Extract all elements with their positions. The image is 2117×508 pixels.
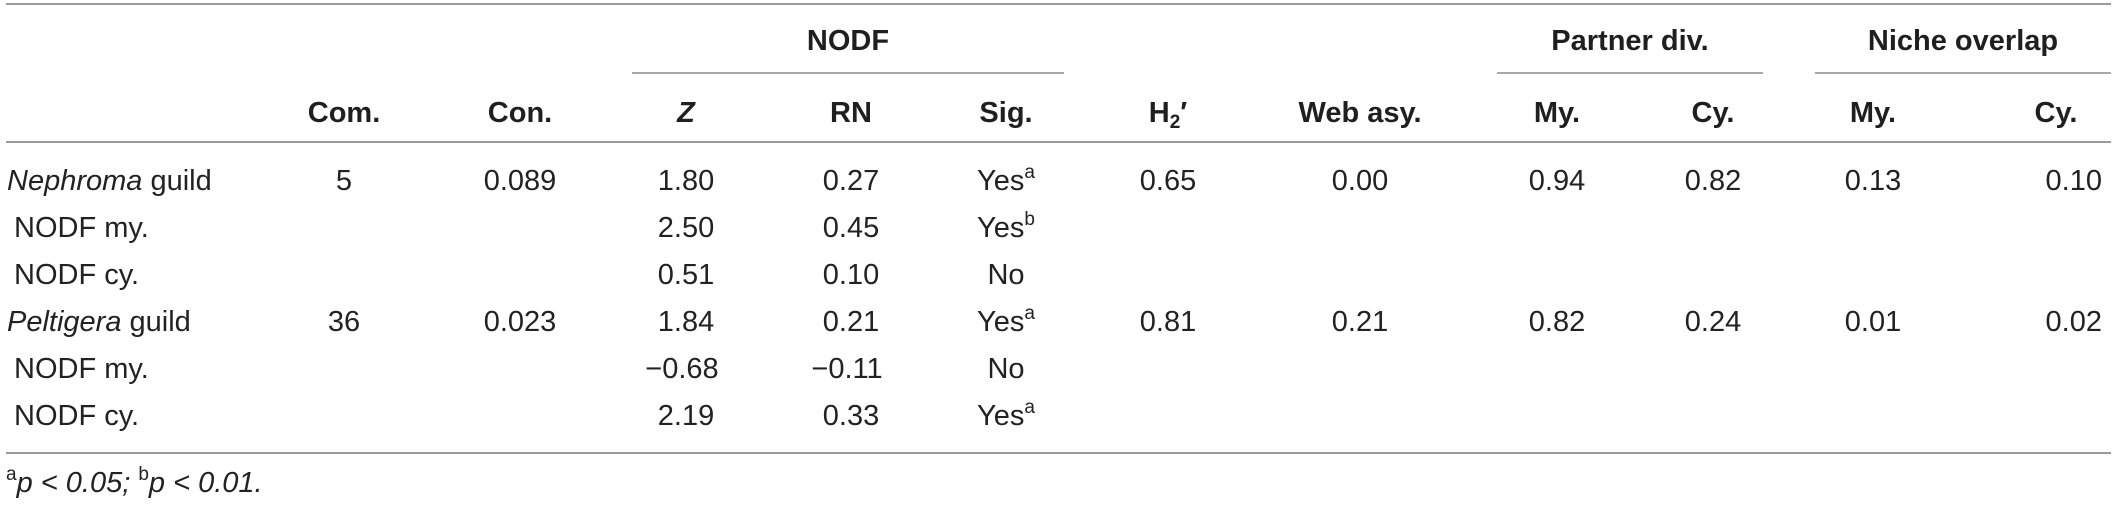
cell-rn: −0.11 <box>811 353 883 385</box>
row-label: Nephroma guild <box>7 165 212 197</box>
col-header-con: Con. <box>487 97 553 129</box>
cell-com: 5 <box>335 165 353 197</box>
table-footnote: ap < 0.05; bp < 0.01. <box>6 464 263 499</box>
cell-rn: 0.33 <box>822 400 880 432</box>
cell-partner-cy: 0.82 <box>1684 165 1742 197</box>
group-header-partner-div: Partner div. <box>1551 25 1709 57</box>
cell-partner-cy: 0.24 <box>1684 306 1742 338</box>
cell-con: 0.089 <box>483 165 557 197</box>
cell-sig: Yesb <box>977 209 1035 244</box>
cell-z: 1.84 <box>657 306 715 338</box>
nodf-group-rule <box>632 72 1064 74</box>
col-header-com: Com. <box>307 97 381 129</box>
col-header-h2: H2′ <box>1148 97 1188 133</box>
cell-z: −0.68 <box>645 353 719 385</box>
col-header-z: Z <box>677 97 695 129</box>
cell-sig: Yesa <box>977 162 1035 197</box>
cell-partner-my: 0.94 <box>1528 165 1586 197</box>
col-header-rn: RN <box>830 97 872 129</box>
col-header-niche-my: My. <box>1849 97 1897 129</box>
table-bottom-rule <box>6 452 2111 454</box>
cell-niche-my: 0.01 <box>1844 306 1902 338</box>
cell-com: 36 <box>327 306 361 338</box>
cell-web-asy: 0.00 <box>1331 165 1389 197</box>
cell-sig: Yesa <box>977 303 1035 338</box>
cell-niche-cy: 0.02 <box>2045 306 2102 338</box>
cell-h2: 0.81 <box>1139 306 1197 338</box>
group-header-niche-overlap: Niche overlap <box>1867 25 2059 57</box>
col-header-niche-cy: Cy. <box>2034 97 2078 129</box>
cell-z: 1.80 <box>657 165 715 197</box>
row-label: Peltigera guild <box>7 306 191 338</box>
cell-z: 2.50 <box>657 212 715 244</box>
cell-rn: 0.10 <box>822 259 880 291</box>
cell-niche-cy: 0.10 <box>2045 165 2102 197</box>
cell-sig: Yesa <box>977 397 1035 432</box>
cell-rn: 0.27 <box>822 165 880 197</box>
header-bottom-rule <box>6 141 2111 143</box>
col-header-sig: Sig. <box>979 97 1033 129</box>
cell-partner-my: 0.82 <box>1528 306 1586 338</box>
cell-rn: 0.21 <box>822 306 880 338</box>
row-label: NODF my. <box>14 353 149 385</box>
partner-div-group-rule <box>1497 72 1763 74</box>
cell-z: 2.19 <box>657 400 715 432</box>
cell-niche-my: 0.13 <box>1844 165 1902 197</box>
cell-sig: No <box>987 353 1025 385</box>
cell-rn: 0.45 <box>822 212 880 244</box>
niche-overlap-group-rule <box>1815 72 2111 74</box>
row-label: NODF my. <box>14 212 149 244</box>
group-header-nodf: NODF <box>806 25 890 57</box>
cell-con: 0.023 <box>483 306 557 338</box>
row-label: NODF cy. <box>14 400 140 432</box>
top-rule <box>6 3 2111 5</box>
col-header-partner-my: My. <box>1533 97 1581 129</box>
row-label: NODF cy. <box>14 259 140 291</box>
cell-web-asy: 0.21 <box>1331 306 1389 338</box>
col-header-partner-cy: Cy. <box>1691 97 1735 129</box>
cell-sig: No <box>987 259 1025 291</box>
col-header-web-asy: Web asy. <box>1298 97 1422 129</box>
cell-h2: 0.65 <box>1139 165 1197 197</box>
cell-z: 0.51 <box>657 259 715 291</box>
